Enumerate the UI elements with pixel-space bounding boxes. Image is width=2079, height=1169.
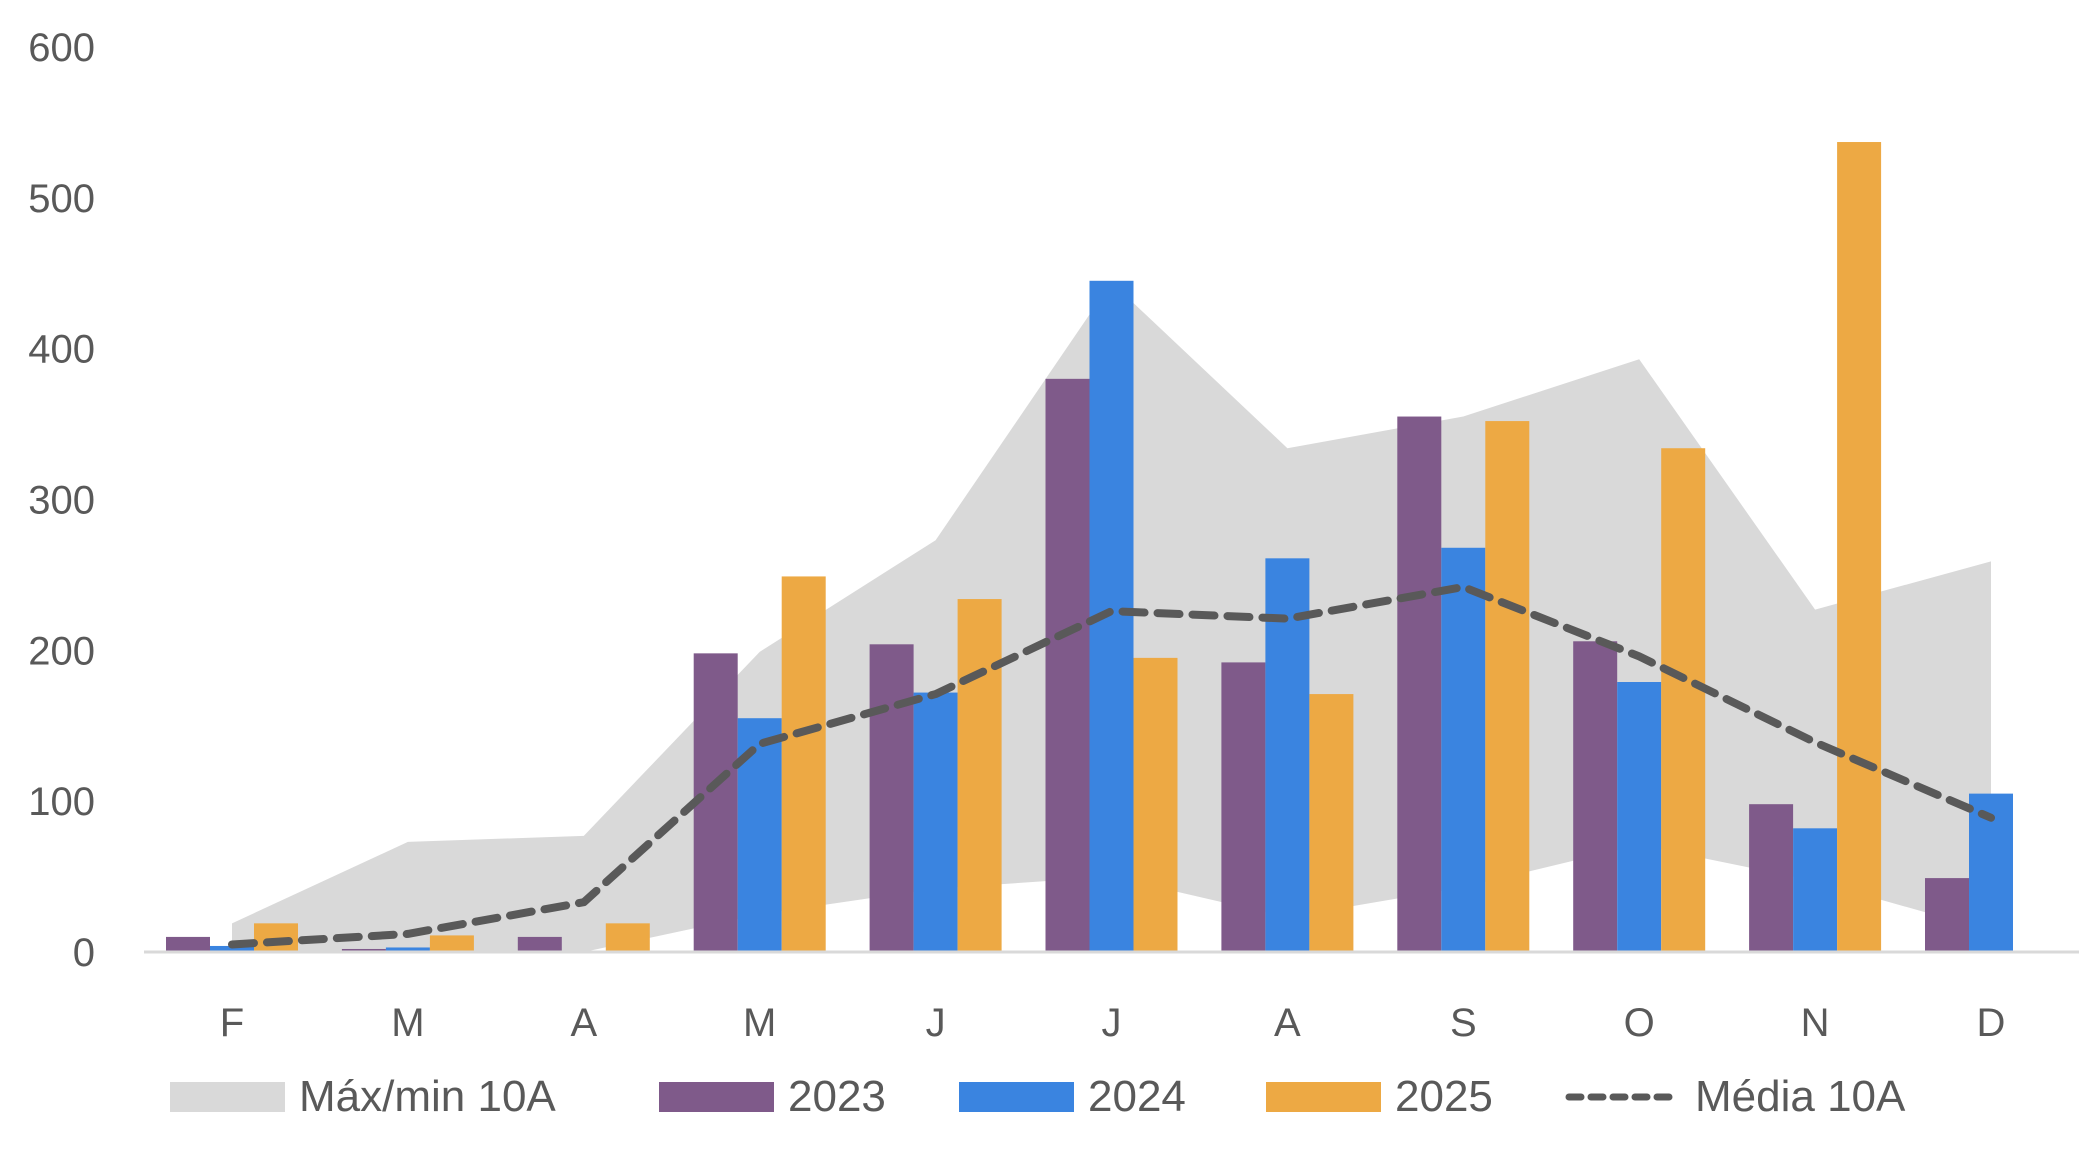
x-tick-label: A: [570, 1001, 597, 1045]
legend-item-2025: 2025: [1266, 1072, 1493, 1122]
legend-item-2024: 2024: [959, 1072, 1186, 1122]
legend-item-mean: Média 10A: [1565, 1072, 1905, 1122]
y-tick-label: 100: [28, 780, 95, 824]
bar-2025-8: [1661, 448, 1706, 952]
bar-2025-1: [429, 935, 474, 952]
x-tick-label: J: [926, 1001, 946, 1045]
bar-2023-5: [1045, 378, 1090, 952]
bar-2024-8: [1617, 682, 1662, 952]
bar-2025-6: [1309, 694, 1354, 952]
bar-2025-5: [1133, 657, 1178, 952]
legend-label: Média 10A: [1695, 1072, 1906, 1121]
bar-2025-7: [1485, 421, 1530, 953]
x-tick-label: D: [1977, 1001, 2006, 1045]
bar-2023-10: [1925, 878, 1969, 952]
bar-2023-8: [1573, 641, 1618, 952]
legend-item-2023: 2023: [659, 1072, 886, 1122]
bar-2023-6: [1221, 662, 1266, 952]
x-tick-label: F: [220, 1001, 244, 1045]
mean-layer: [228, 582, 1995, 949]
bar-2025-2: [605, 923, 650, 952]
legend-item-band: Máx/min 10A: [170, 1072, 556, 1122]
bar-2025-4: [957, 599, 1002, 952]
legend-swatch-band: [170, 1082, 285, 1112]
y-tick-label: 300: [28, 479, 95, 523]
y-tick-label: 500: [28, 177, 95, 221]
bar-2024-0: [210, 945, 254, 952]
bar-2023-0: [166, 936, 210, 952]
x-tick-label: M: [743, 1001, 776, 1045]
legend-dashed-line-icon: [1565, 1093, 1683, 1101]
bar-2025-3: [781, 576, 826, 952]
legend-label: 2024: [1088, 1072, 1186, 1121]
legend-label: Máx/min 10A: [299, 1072, 556, 1121]
y-tick-label: 400: [28, 328, 95, 372]
y-tick-label: 200: [28, 629, 95, 673]
x-tick-label: O: [1624, 1001, 1655, 1045]
legend: Máx/min 10A 2023 2024 2025 Média 10A: [0, 1072, 2079, 1122]
bar-2025-9: [1837, 142, 1882, 952]
legend-swatch-2024: [959, 1082, 1074, 1112]
y-tick-label: 600: [28, 26, 95, 70]
bar-2023-1: [341, 948, 386, 952]
bar-2025-0: [254, 923, 298, 952]
legend-label: 2025: [1395, 1072, 1493, 1121]
bar-2023-4: [869, 644, 914, 952]
mean-line-10a: [228, 582, 1995, 949]
legend-label: 2023: [788, 1072, 886, 1121]
bar-2023-7: [1397, 416, 1442, 953]
bar-2024-1: [385, 947, 430, 952]
bar-2024-7: [1441, 547, 1486, 952]
x-tick-label: M: [391, 1001, 424, 1045]
x-tick-label: A: [1274, 1001, 1301, 1045]
y-axis-ticks: 0 100 200 300 400 500 600: [28, 26, 95, 975]
bar-2023-3: [693, 653, 738, 952]
legend-swatch-2023: [659, 1082, 774, 1112]
bar-2024-4: [913, 692, 958, 952]
bar-2023-2: [517, 936, 562, 952]
bar-layer: [166, 142, 2013, 953]
bar-2024-9: [1793, 828, 1838, 952]
y-tick-label: 0: [73, 931, 95, 975]
x-tick-label: J: [1102, 1001, 1122, 1045]
x-tick-label: N: [1801, 1001, 1830, 1045]
bar-2024-6: [1265, 558, 1310, 952]
bar-2023-9: [1749, 804, 1794, 952]
x-tick-label: S: [1450, 1001, 1477, 1045]
legend-swatch-2025: [1266, 1082, 1381, 1112]
